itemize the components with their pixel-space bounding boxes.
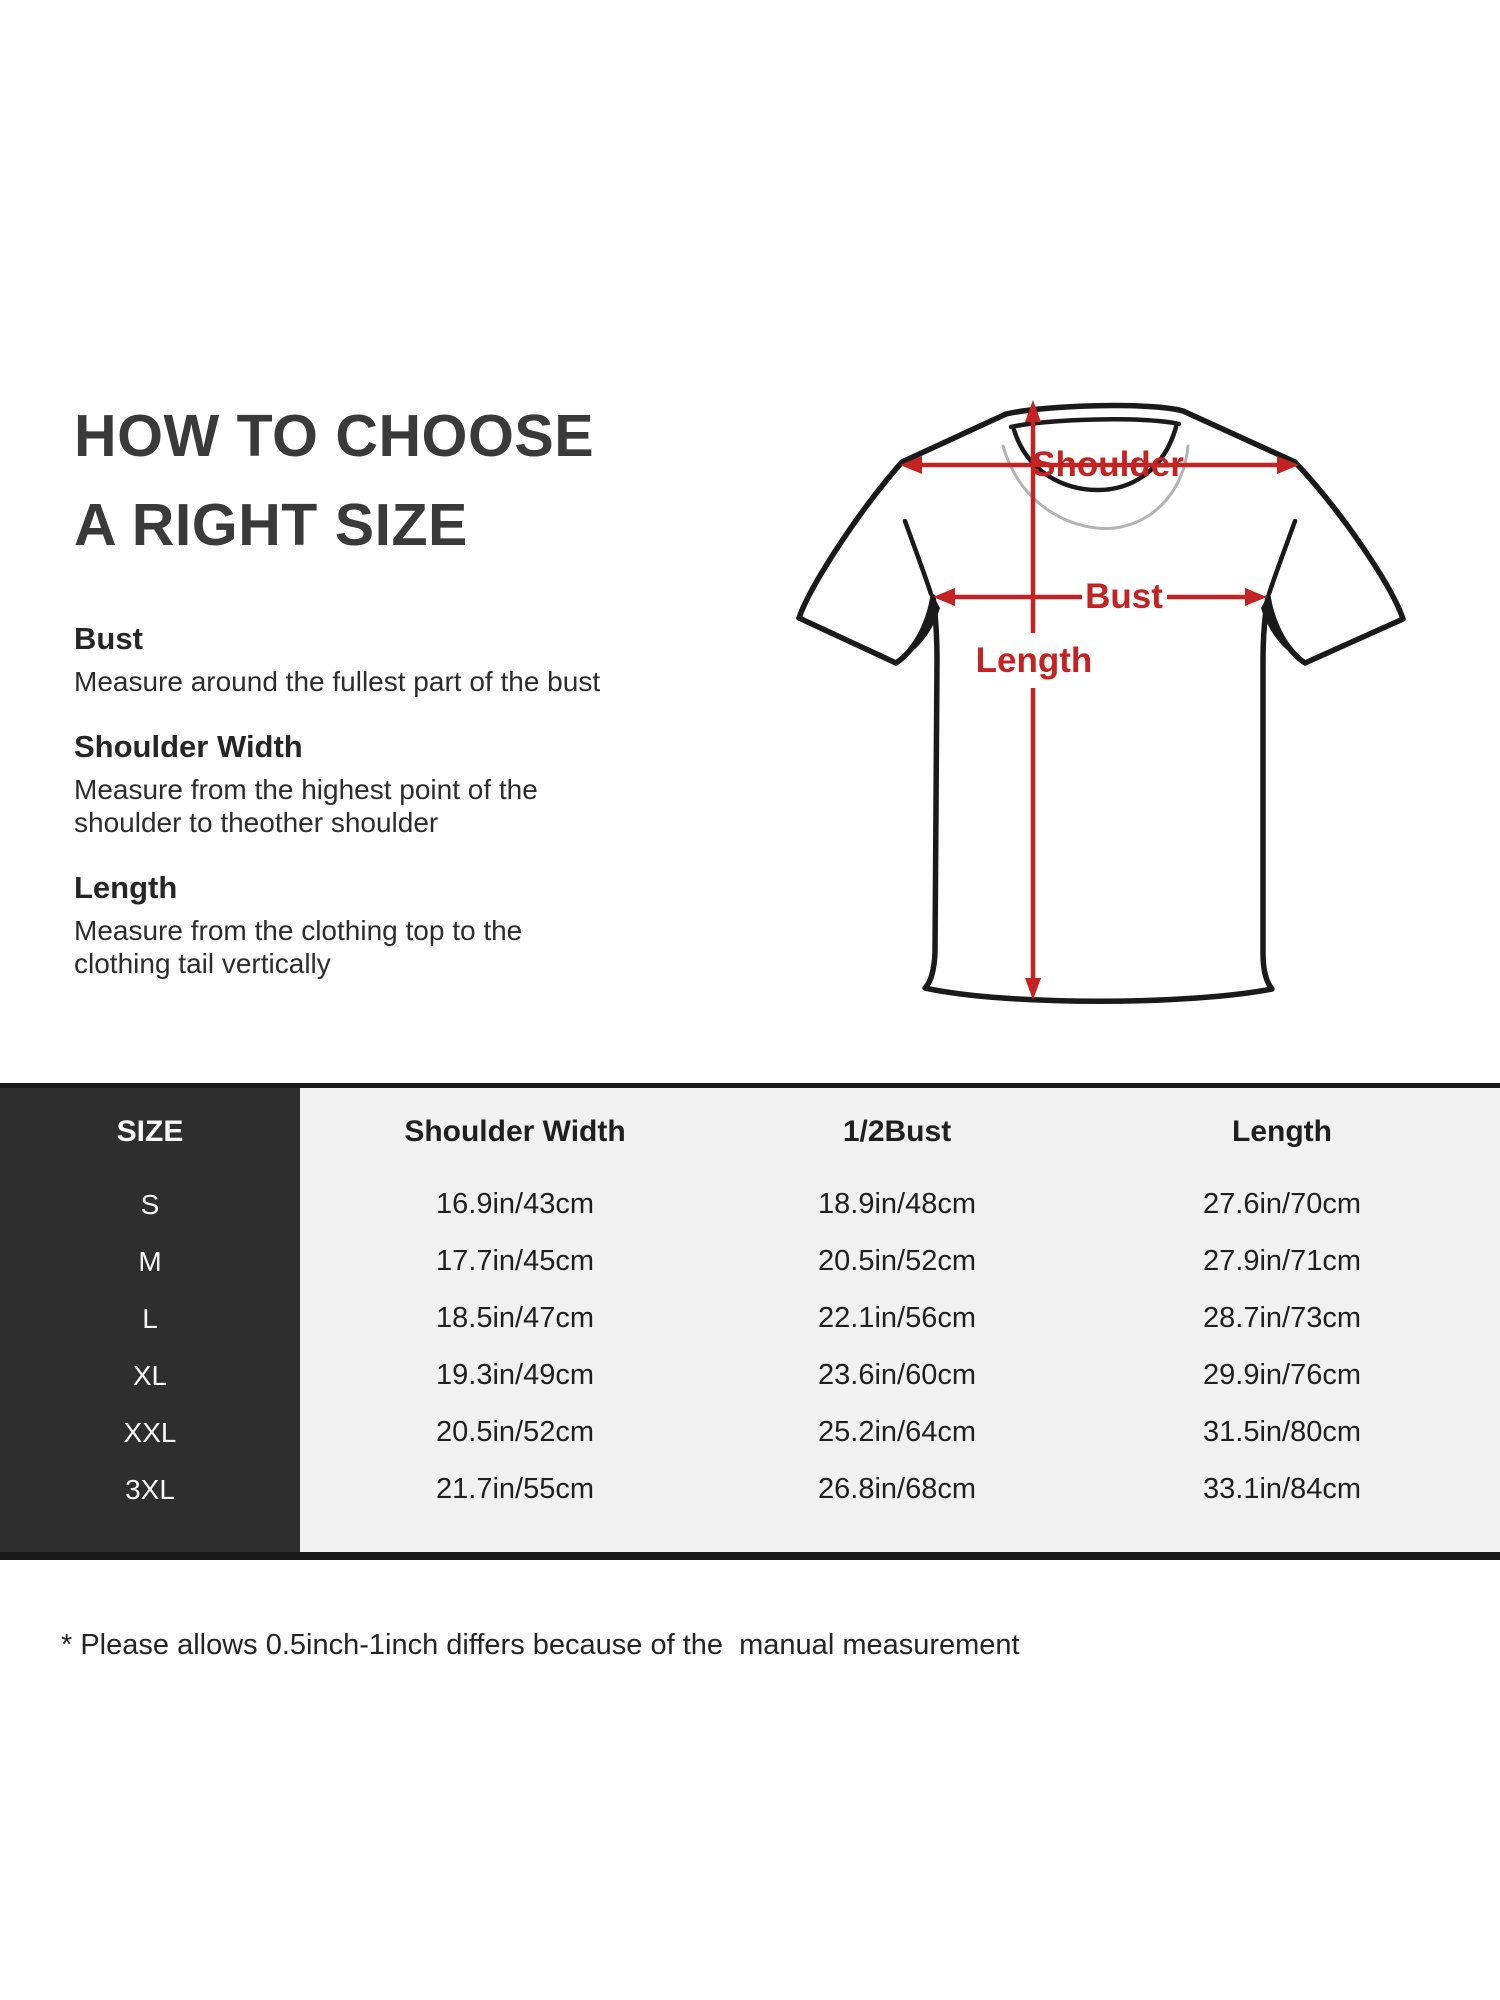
left-underarm-shade bbox=[898, 595, 940, 661]
shoulder-value: 17.7in/45cm bbox=[436, 1245, 594, 1277]
size-label: 3XL bbox=[125, 1473, 175, 1505]
bust-value: 25.2in/64cm bbox=[818, 1416, 976, 1448]
column-header-bust: 1/2Bust bbox=[842, 1115, 952, 1148]
page-title-line1: HOW TO CHOOSE bbox=[74, 403, 595, 469]
shoulder-value: 18.5in/47cm bbox=[436, 1302, 594, 1334]
size-label: XL bbox=[132, 1359, 168, 1391]
instruction-bust: Bust Measure around the fullest part of … bbox=[74, 620, 614, 698]
column-header-size: SIZE bbox=[116, 1115, 184, 1148]
collar-shadow bbox=[1001, 444, 1190, 530]
bust-value: 20.5in/52cm bbox=[818, 1245, 976, 1277]
shoulder-value: 20.5in/52cm bbox=[436, 1416, 594, 1448]
instruction-heading: Length bbox=[74, 870, 178, 905]
bust-arrowhead-left bbox=[933, 588, 955, 606]
instruction-text: shoulder to theother shoulder bbox=[74, 807, 439, 838]
size-label: M bbox=[138, 1245, 162, 1277]
instruction-text: clothing tail vertically bbox=[74, 948, 331, 979]
tshirt-outline bbox=[796, 402, 1406, 1004]
length-arrow-label: Length bbox=[976, 641, 1093, 680]
measurement-disclaimer: * Please allows 0.5inch-1inch differs be… bbox=[61, 1629, 1020, 1661]
length-value: 27.6in/70cm bbox=[1203, 1188, 1361, 1220]
left-armhole-seam bbox=[902, 518, 934, 597]
instruction-heading: Bust bbox=[74, 621, 143, 656]
bust-value: 26.8in/68cm bbox=[818, 1473, 976, 1505]
bust-arrowhead-right bbox=[1245, 588, 1267, 606]
size-table: SIZE Shoulder Width 1/2Bust Length S 16.… bbox=[0, 1083, 1500, 1560]
shoulder-arrowhead-left bbox=[900, 456, 922, 474]
column-header-shoulder: Shoulder Width bbox=[404, 1115, 626, 1148]
length-value: 33.1in/84cm bbox=[1203, 1473, 1361, 1505]
instruction-text: Measure from the clothing top to the bbox=[74, 915, 523, 946]
instruction-length: Length Measure from the clothing top to … bbox=[74, 869, 614, 980]
shoulder-value: 21.7in/55cm bbox=[436, 1473, 594, 1505]
shoulder-value: 19.3in/49cm bbox=[436, 1359, 594, 1391]
table-row-xxl: XXL 20.5in/52cm 25.2in/64cm 31.5in/80cm bbox=[0, 1404, 1500, 1461]
table-row-l: L 18.5in/47cm 22.1in/56cm 28.7in/73cm bbox=[0, 1290, 1500, 1347]
table-row-3xl: 3XL 21.7in/55cm 26.8in/68cm 33.1in/84cm bbox=[0, 1461, 1500, 1518]
bust-value: 22.1in/56cm bbox=[818, 1302, 976, 1334]
length-value: 31.5in/80cm bbox=[1203, 1416, 1361, 1448]
size-table-header-row: SIZE Shoulder Width 1/2Bust Length bbox=[0, 1088, 1500, 1176]
size-label: XXL bbox=[123, 1416, 177, 1448]
bust-value: 23.6in/60cm bbox=[818, 1359, 976, 1391]
bust-arrow-label: Bust bbox=[1085, 577, 1163, 616]
length-value: 28.7in/73cm bbox=[1203, 1302, 1361, 1334]
length-value: 29.9in/76cm bbox=[1203, 1359, 1361, 1391]
instruction-text: Measure around the fullest part of the b… bbox=[74, 666, 601, 697]
length-value: 27.9in/71cm bbox=[1203, 1245, 1361, 1277]
size-column-background bbox=[0, 1088, 300, 1552]
shoulder-arrowhead-right bbox=[1277, 456, 1299, 474]
bust-value: 18.9in/48cm bbox=[818, 1188, 976, 1220]
tshirt-measurement-diagram: Shoulder Length Bust bbox=[796, 400, 1406, 1004]
page-title: HOW TO CHOOSE A RIGHT SIZE bbox=[74, 392, 594, 570]
measuring-instructions: Bust Measure around the fullest part of … bbox=[74, 620, 614, 1010]
instruction-heading: Shoulder Width bbox=[74, 729, 303, 764]
length-arrowhead-top bbox=[1025, 400, 1041, 422]
size-label: L bbox=[142, 1302, 158, 1334]
table-row-s: S 16.9in/43cm 18.9in/48cm 27.6in/70cm bbox=[0, 1176, 1500, 1233]
instruction-text: Measure from the highest point of the bbox=[74, 774, 538, 805]
column-header-length: Length bbox=[1232, 1115, 1332, 1148]
length-arrowhead-bottom bbox=[1025, 978, 1041, 1000]
right-armhole-seam bbox=[1266, 518, 1298, 597]
collar-band bbox=[1008, 417, 1182, 430]
right-underarm-shade bbox=[1261, 595, 1303, 661]
size-label: S bbox=[140, 1188, 160, 1220]
shoulder-arrow-label: Shoulder bbox=[1032, 445, 1184, 484]
instruction-shoulder-width: Shoulder Width Measure from the highest … bbox=[74, 728, 614, 839]
table-row-xl: XL 19.3in/49cm 23.6in/60cm 29.9in/76cm bbox=[0, 1347, 1500, 1404]
page-title-line2: A RIGHT SIZE bbox=[74, 492, 468, 558]
table-row-m: M 17.7in/45cm 20.5in/52cm 27.9in/71cm bbox=[0, 1233, 1500, 1290]
shoulder-value: 16.9in/43cm bbox=[436, 1188, 594, 1220]
